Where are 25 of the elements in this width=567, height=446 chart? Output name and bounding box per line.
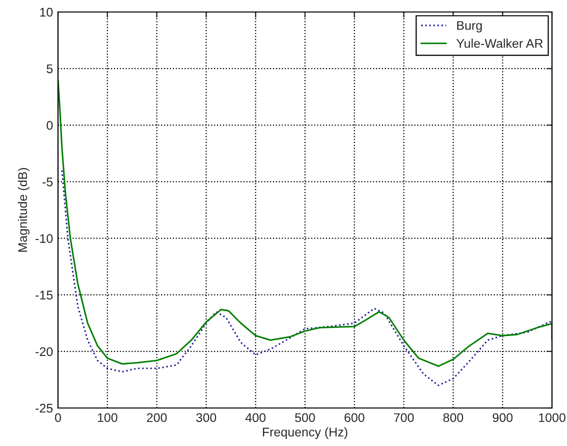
x-axis-title: Frequency (Hz) [262, 427, 348, 439]
y-axis-title: Magnitude (dB) [18, 168, 30, 252]
x-tick-label: 400 [245, 413, 266, 422]
x-tick-label: 300 [196, 413, 216, 422]
y-tick-label: -5 [42, 178, 53, 186]
y-tick-label: -20 [36, 347, 53, 356]
legend-label: Yule-Walker AR [456, 38, 543, 48]
x-tick-label: 500 [295, 413, 315, 422]
y-tick-label: 0 [46, 120, 53, 130]
x-tick-label: 100 [98, 413, 118, 422]
y-tick-label: -25 [36, 404, 53, 413]
line-series [58, 79, 552, 367]
x-tick-label: 200 [147, 413, 167, 422]
x-tick-label: 1000 [539, 413, 566, 422]
legend-label: Burg [457, 21, 482, 32]
x-tick-label: 600 [344, 413, 364, 422]
x-tick-label: 900 [492, 413, 513, 422]
y-tick-label: -15 [36, 290, 53, 300]
y-tick-label: 5 [46, 64, 53, 74]
line-series [61, 170, 552, 386]
y-tick-label: -10 [36, 234, 53, 243]
x-tick-label: 700 [394, 413, 414, 422]
y-tick-label: 10 [40, 8, 53, 17]
x-tick-label: 800 [443, 413, 464, 422]
x-tick-label: 0 [55, 413, 61, 422]
